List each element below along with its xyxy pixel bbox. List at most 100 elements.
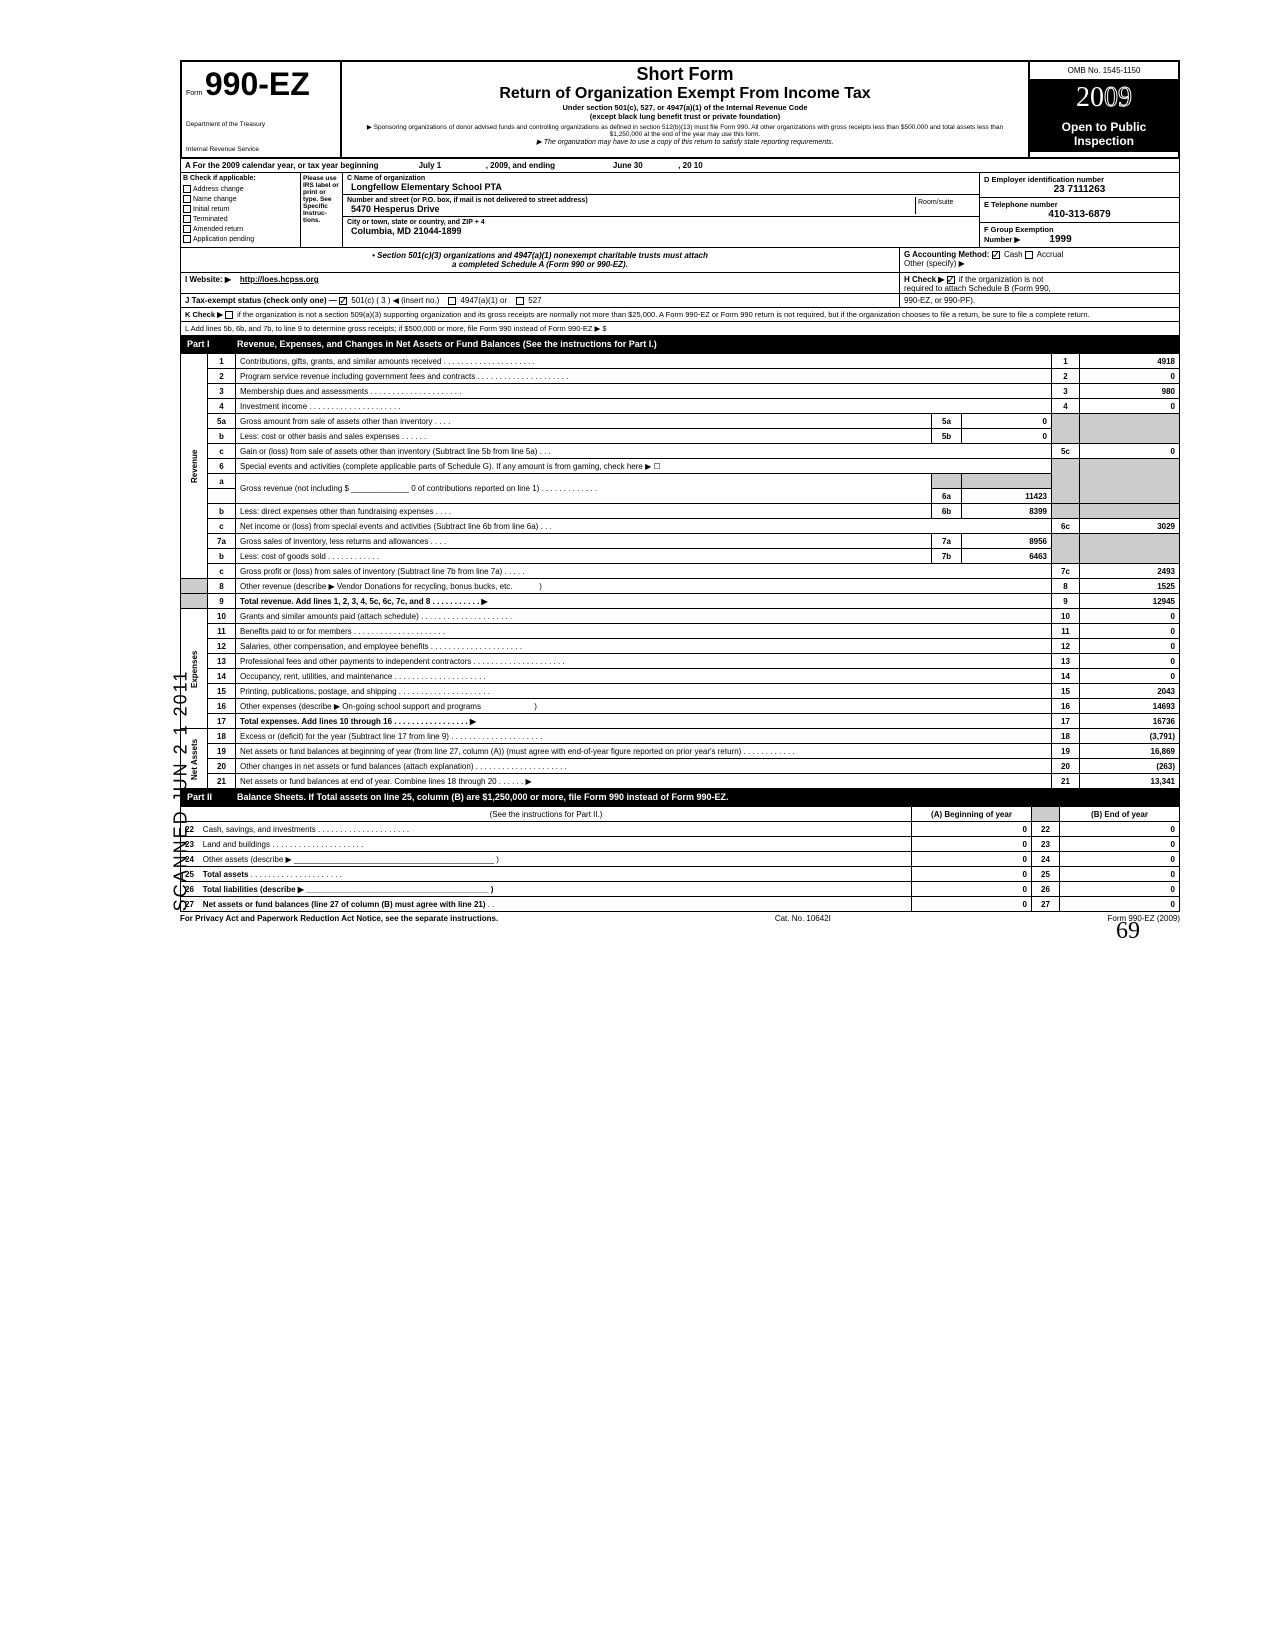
line26-a: 0: [912, 882, 1032, 897]
line27-desc: Net assets or fund balances (line 27 of …: [203, 900, 486, 909]
dept-treasury: Department of the Treasury: [186, 121, 336, 128]
phone-value: 410-313-6879: [984, 209, 1175, 220]
line25-b: 0: [1060, 867, 1180, 882]
open-pub-1: Open to Public: [1034, 120, 1174, 134]
org-may-text: ▶ The organization may have to use a cop…: [350, 138, 1020, 146]
line5b-desc: Less: cost or other basis and sales expe…: [240, 432, 400, 441]
g-label: G Accounting Method:: [904, 250, 989, 259]
h-label: H Check ▶: [904, 275, 944, 284]
j-opt1: 501(c) ( 3 ) ◀ (insert no.): [351, 296, 439, 305]
part2-header: Part II Balance Sheets. If Total assets …: [180, 789, 1180, 806]
line20-val: (263): [1080, 759, 1180, 774]
line17-desc: Total expenses. Add lines 10 through 16: [240, 717, 392, 726]
cb-k[interactable]: [225, 311, 233, 319]
sec-501-text2: a completed Schedule A (Form 990 or 990-…: [189, 260, 891, 269]
line19-val: 16,869: [1080, 744, 1180, 759]
j-opt2: 4947(a)(1) or: [460, 296, 507, 305]
line7a-subval: 8956: [962, 534, 1052, 549]
line7a-sub: 7a: [932, 534, 962, 549]
cb-app-pending[interactable]: Application pending: [181, 234, 300, 244]
cash-label: Cash: [1004, 250, 1023, 259]
ein-label: D Employer identification number: [984, 175, 1175, 184]
cb-address-change[interactable]: Address change: [181, 184, 300, 194]
c-label: C Name of organization: [347, 175, 975, 182]
cb-cash[interactable]: [992, 251, 1000, 259]
line22-b: 0: [1060, 822, 1180, 837]
line24-desc: Other assets (describe ▶ _______________…: [203, 855, 499, 864]
part2-table: (See the instructions for Part II.) (A) …: [180, 806, 1180, 912]
line1-val: 4918: [1080, 354, 1180, 369]
line2-desc: Program service revenue including govern…: [240, 372, 475, 381]
line16-val: 14693: [1080, 699, 1180, 714]
line6c-desc: Net income or (loss) from special events…: [240, 522, 538, 531]
line6-desc: Special events and activities (complete …: [236, 459, 1052, 474]
cb-name-change[interactable]: Name change: [181, 194, 300, 204]
line6b-sub: 6b: [932, 504, 962, 519]
part1-num: Part I: [187, 339, 237, 349]
cb-501c[interactable]: [339, 297, 347, 305]
ein-value: 23 7111263: [984, 184, 1175, 195]
line15-desc: Printing, publications, postage, and shi…: [240, 687, 397, 696]
cb-4947[interactable]: [448, 297, 456, 305]
line5a-desc: Gross amount from sale of assets other t…: [240, 417, 433, 426]
h-text2: required to attach Schedule B (Form 990,: [904, 284, 1051, 293]
line9-desc: Total revenue. Add lines 1, 2, 3, 4, 5c,…: [240, 597, 430, 606]
line21-val: 13,341: [1080, 774, 1180, 789]
g-other: Other (specify) ▶: [904, 259, 1175, 268]
line5b-sub: 5b: [932, 429, 962, 444]
row-k: K Check ▶ if the organization is not a s…: [180, 308, 1180, 322]
phone-label: E Telephone number: [984, 200, 1175, 209]
open-pub-2: Inspection: [1034, 134, 1174, 148]
cb-accrual[interactable]: [1025, 251, 1033, 259]
cb-527[interactable]: [516, 297, 524, 305]
line7b-sub: 7b: [932, 549, 962, 564]
line7b-subval: 6463: [962, 549, 1052, 564]
open-to-public: Open to Public Inspection: [1030, 116, 1178, 152]
line6a-desc: Gross revenue (not including $ _________…: [240, 484, 539, 493]
col-b-hdr: (B) End of year: [1060, 807, 1180, 822]
cb-sched-b[interactable]: [947, 276, 955, 284]
line1-desc: Contributions, gifts, grants, and simila…: [240, 357, 441, 366]
cb-initial-return[interactable]: Initial return: [181, 204, 300, 214]
line6b-subval: 8399: [962, 504, 1052, 519]
line27-b: 0: [1060, 897, 1180, 912]
line22-a: 0: [912, 822, 1032, 837]
line5c-val: 0: [1080, 444, 1180, 459]
cb-terminated[interactable]: Terminated: [181, 214, 300, 224]
line17-val: 16736: [1080, 714, 1180, 729]
line27-a: 0: [912, 897, 1032, 912]
expenses-side-label: Expenses: [181, 609, 208, 729]
irs: Internal Revenue Service: [186, 146, 336, 153]
tax-exempt-row: J Tax-exempt status (check only one) — 5…: [180, 294, 1180, 308]
row-a-mid: , 2009, and ending: [486, 161, 555, 170]
line3-desc: Membership dues and assessments: [240, 387, 368, 396]
line15-val: 2043: [1080, 684, 1180, 699]
part2-num: Part II: [187, 792, 237, 802]
except-text: (except black lung benefit trust or priv…: [350, 112, 1020, 121]
footer: For Privacy Act and Paperwork Reduction …: [180, 912, 1180, 925]
line24-b: 0: [1060, 852, 1180, 867]
h-text3: 990-EZ, or 990-PF).: [904, 296, 975, 305]
part2-title: Balance Sheets. If Total assets on line …: [237, 792, 729, 802]
org-name: Longfellow Elementary School PTA: [351, 182, 975, 192]
revenue-side-label: Revenue: [181, 354, 208, 579]
group-exempt-label: F Group Exemption: [984, 225, 1175, 234]
line13-val: 0: [1080, 654, 1180, 669]
handwritten-page-num: 69: [1116, 918, 1140, 945]
row-a-prefix: A For the 2009 calendar year, or tax yea…: [185, 161, 379, 170]
part2-see: (See the instructions for Part II.): [181, 807, 912, 822]
form-number: 990-EZ: [205, 66, 310, 102]
line3-val: 980: [1080, 384, 1180, 399]
check-if-applicable: B Check if applicable:: [181, 173, 300, 184]
row-a-suffix: , 20 10: [678, 161, 702, 170]
line6a-sub: 6a: [932, 489, 962, 504]
row-l: L Add lines 5b, 6b, and 7b, to line 9 to…: [180, 322, 1180, 336]
line12-val: 0: [1080, 639, 1180, 654]
sponsor-text: ▶ Sponsoring organizations of donor advi…: [350, 123, 1020, 138]
cb-amended[interactable]: Amended return: [181, 224, 300, 234]
group-number-label: Number ▶: [984, 235, 1020, 244]
website-row: I Website: ▶ http://loes.hcpss.org H Che…: [180, 273, 1180, 294]
line10-desc: Grants and similar amounts paid (attach …: [240, 612, 419, 621]
line22-desc: Cash, savings, and investments: [203, 825, 316, 834]
line5c-desc: Gain or (loss) from sale of assets other…: [240, 447, 537, 456]
